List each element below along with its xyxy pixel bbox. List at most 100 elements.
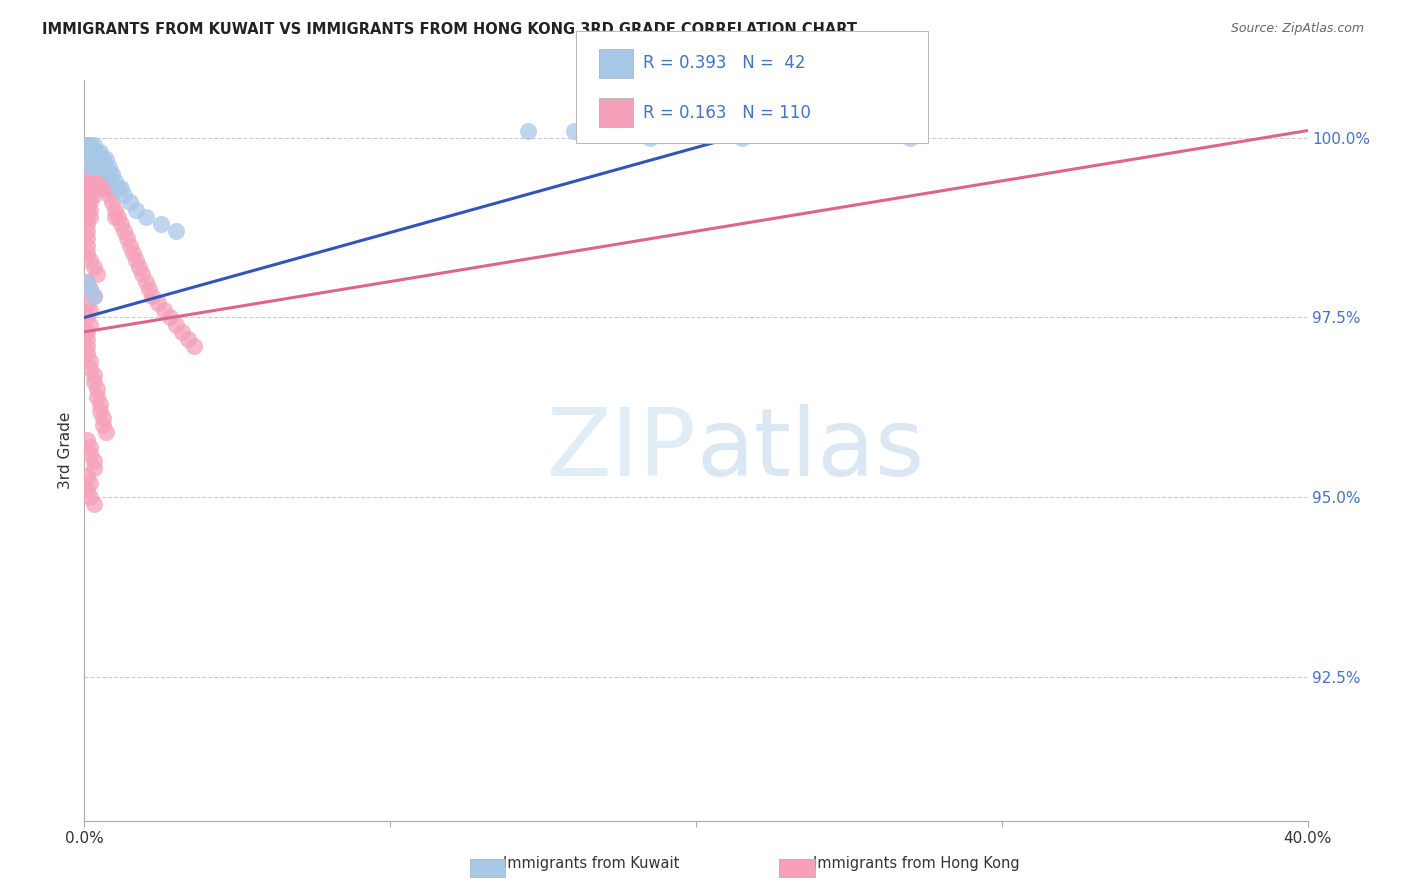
Point	[120, 195, 142, 210]
Point	[94, 181, 117, 195]
Point	[76, 181, 98, 195]
Point	[91, 411, 114, 425]
Text: atlas: atlas	[696, 404, 924, 497]
Point	[86, 153, 108, 167]
Point	[79, 252, 101, 267]
Point	[76, 468, 98, 483]
Point	[76, 188, 98, 202]
Point	[76, 145, 98, 160]
Point	[89, 160, 111, 174]
Point	[86, 390, 108, 404]
Point	[110, 217, 132, 231]
Point	[76, 275, 98, 289]
Point	[76, 325, 98, 339]
Text: Immigrants from Kuwait: Immigrants from Kuwait	[503, 855, 679, 871]
Point	[83, 167, 105, 181]
Point	[112, 188, 135, 202]
Point	[86, 268, 108, 282]
Point	[101, 167, 124, 181]
Point	[79, 282, 101, 296]
Point	[86, 167, 108, 181]
Point	[83, 289, 105, 303]
Point	[83, 181, 105, 195]
Point	[97, 167, 120, 181]
Point	[76, 160, 98, 174]
Text: R = 0.163   N = 110: R = 0.163 N = 110	[643, 103, 810, 121]
Point	[76, 217, 98, 231]
Point	[104, 210, 127, 224]
Point	[76, 202, 98, 217]
Point	[89, 153, 111, 167]
Point	[125, 252, 148, 267]
Point	[91, 167, 114, 181]
Point	[79, 138, 101, 153]
Point	[91, 153, 114, 167]
Point	[76, 145, 98, 160]
Text: Source: ZipAtlas.com: Source: ZipAtlas.com	[1230, 22, 1364, 36]
Point	[86, 383, 108, 397]
Point	[89, 167, 111, 181]
Point	[83, 461, 105, 475]
Point	[83, 454, 105, 468]
Point	[83, 497, 105, 511]
Point	[177, 332, 200, 346]
Point	[104, 202, 127, 217]
Point	[79, 475, 101, 490]
Point	[165, 318, 187, 332]
Point	[79, 145, 101, 160]
Point	[141, 289, 163, 303]
Point	[135, 210, 157, 224]
Point	[79, 181, 101, 195]
Point	[83, 145, 105, 160]
Point	[76, 153, 98, 167]
Point	[91, 160, 114, 174]
Point	[83, 160, 105, 174]
Point	[76, 138, 98, 153]
Point	[159, 310, 181, 325]
Point	[79, 167, 101, 181]
Point	[76, 296, 98, 310]
Point	[76, 167, 98, 181]
Point	[153, 303, 176, 318]
Point	[83, 138, 105, 153]
Point	[128, 260, 150, 275]
Point	[89, 404, 111, 418]
Point	[83, 174, 105, 188]
Point	[83, 289, 105, 303]
Text: IMMIGRANTS FROM KUWAIT VS IMMIGRANTS FROM HONG KONG 3RD GRADE CORRELATION CHART: IMMIGRANTS FROM KUWAIT VS IMMIGRANTS FRO…	[42, 22, 858, 37]
Point	[79, 202, 101, 217]
Point	[79, 153, 101, 167]
Point	[76, 483, 98, 497]
Point	[89, 174, 111, 188]
Point	[76, 332, 98, 346]
Point	[94, 425, 117, 440]
Point	[79, 160, 101, 174]
Point	[79, 447, 101, 461]
Point	[79, 153, 101, 167]
Point	[79, 318, 101, 332]
Point	[76, 145, 98, 160]
Point	[76, 138, 98, 153]
Point	[172, 325, 194, 339]
Point	[131, 268, 153, 282]
Text: ZIP: ZIP	[547, 404, 696, 497]
Point	[86, 160, 108, 174]
Point	[101, 195, 124, 210]
Point	[83, 145, 105, 160]
Point	[94, 174, 117, 188]
Point	[86, 145, 108, 160]
Point	[149, 217, 172, 231]
Point	[516, 123, 538, 137]
Point	[83, 375, 105, 389]
Point	[731, 130, 754, 145]
Point	[79, 440, 101, 454]
Point	[76, 153, 98, 167]
Point	[76, 346, 98, 360]
Point	[112, 224, 135, 238]
Point	[89, 145, 111, 160]
Text: Immigrants from Hong Kong: Immigrants from Hong Kong	[813, 855, 1019, 871]
Point	[79, 195, 101, 210]
Text: R = 0.393   N =  42: R = 0.393 N = 42	[643, 54, 806, 72]
Point	[97, 160, 120, 174]
Point	[107, 181, 129, 195]
